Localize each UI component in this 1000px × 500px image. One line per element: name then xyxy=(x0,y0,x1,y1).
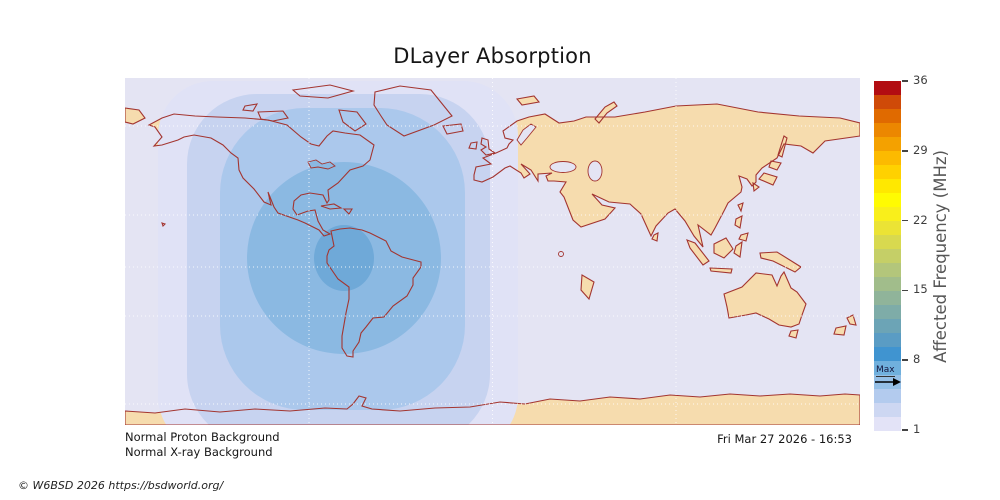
colorbar-band xyxy=(874,235,901,249)
colorbar-band xyxy=(874,305,901,319)
lake-victoria xyxy=(558,251,564,257)
colorbar-band xyxy=(874,347,901,361)
colorbar-tick-mark xyxy=(902,429,908,431)
colorbar-band xyxy=(874,263,901,277)
colorbar-band xyxy=(874,403,901,417)
colorbar-band xyxy=(874,221,901,235)
colorbar-band xyxy=(874,95,901,109)
world-absorption-map xyxy=(125,78,860,425)
proton-status-text: Normal Proton Background xyxy=(125,430,280,444)
colorbar-band xyxy=(874,319,901,333)
max-arrow-icon xyxy=(875,378,901,386)
baltic-sea xyxy=(516,123,537,146)
colorbar-tick-mark xyxy=(902,80,908,82)
black-sea xyxy=(549,161,577,173)
map-timestamp: Fri Mar 27 2026 - 16:53 xyxy=(717,432,852,446)
colorbar-band xyxy=(874,137,901,151)
max-annotation-label: Max xyxy=(876,365,895,377)
copyright-text: © W6BSD 2026 https://bsdworld.org/ xyxy=(18,479,224,492)
colorbar-tick-label: 22 xyxy=(913,212,928,227)
colorbar-band xyxy=(874,179,901,193)
colorbar-band xyxy=(874,361,901,375)
colorbar-tick-label: 29 xyxy=(913,142,928,157)
colorbar-band xyxy=(874,417,901,431)
colorbar-tick-label: 1 xyxy=(913,422,921,436)
great-lakes xyxy=(307,159,336,170)
colorbar-band xyxy=(874,207,901,221)
xray-status-text: Normal X-ray Background xyxy=(125,445,273,459)
colorbar-tick-mark xyxy=(902,150,908,152)
lakes-and-seas xyxy=(307,123,603,257)
colorbar-band xyxy=(874,389,901,403)
colorbar-band xyxy=(874,81,901,95)
colorbar-tick-mark xyxy=(902,219,908,222)
colorbar xyxy=(874,81,901,431)
colorbar-tick-label: 36 xyxy=(913,73,928,87)
colorbar-band xyxy=(874,333,901,347)
colorbar-band xyxy=(874,123,901,137)
colorbar-tick-mark xyxy=(902,289,908,292)
colorbar-axis-label: Affected Frequency (MHz) xyxy=(931,149,950,363)
colorbar-band xyxy=(874,109,901,123)
colorbar-ticks: 36 29 22 15 8 1 xyxy=(901,73,961,436)
colorbar-band xyxy=(874,277,901,291)
caspian-sea xyxy=(587,160,603,182)
colorbar-band xyxy=(874,165,901,179)
colorbar-band xyxy=(874,249,901,263)
colorbar-tick-label: 8 xyxy=(913,352,921,367)
colorbar-band xyxy=(874,151,901,165)
colorbar-band xyxy=(874,291,901,305)
colorbar-tick-label: 15 xyxy=(913,282,928,297)
page-title: DLayer Absorption xyxy=(393,44,592,68)
absorption-ring xyxy=(314,225,374,291)
colorbar-tick-mark xyxy=(902,359,908,361)
absorption-contours xyxy=(158,81,518,425)
graticule-gridlines xyxy=(125,78,860,425)
colorbar-band xyxy=(874,193,901,207)
